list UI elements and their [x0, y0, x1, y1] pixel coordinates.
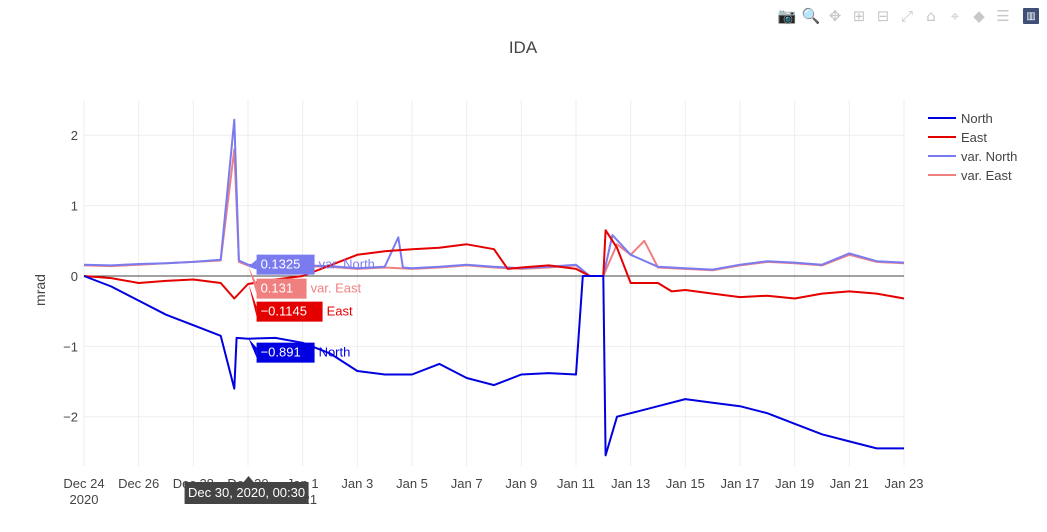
hover-value-label: 0.131 [261, 281, 294, 296]
modebar: 📷 🔍 ✥ ⊞ ⊟ ⤢ ⌂ ⌖ ◆ ☰ ▥ [777, 6, 1039, 28]
series-line-north[interactable] [83, 275, 904, 457]
legend-item-label[interactable]: East [961, 130, 987, 145]
x-tick-label: Jan 11 [557, 476, 595, 491]
reset-axes-icon[interactable]: ⌂ [926, 7, 936, 25]
spike-lines-icon[interactable]: ⌖ [950, 7, 960, 25]
x-tick-label: Jan 17 [720, 476, 759, 491]
pan-icon[interactable]: ✥ [828, 7, 842, 25]
legend-item-label[interactable]: var. North [961, 149, 1017, 164]
y-axis-title: mrad [32, 274, 48, 306]
legend[interactable]: North East var. North var. East [928, 111, 1017, 183]
y-tick-label: 2 [71, 128, 78, 143]
x-tick-label: Dec 26 [118, 476, 159, 491]
x-tick-label: Jan 9 [505, 476, 537, 491]
hover-series-name: East [327, 304, 353, 319]
hover-x-label: Dec 30, 2020, 00:30 [188, 485, 305, 500]
hover-pointer [248, 266, 257, 294]
hover-value-box [256, 278, 307, 299]
plotly-logo-icon[interactable]: ▥ [1023, 8, 1039, 24]
y-tick-label: 1 [71, 199, 78, 214]
hover-series-name: var. East [311, 281, 362, 296]
hover-pointer [248, 338, 257, 358]
y-axis: 2 1 0 −1 −2 [63, 128, 78, 425]
hover-value-box [256, 254, 315, 275]
y-tick-label: −2 [63, 410, 78, 425]
x-tick-label: Jan 7 [451, 476, 483, 491]
legend-item-label[interactable]: North [961, 111, 993, 126]
hover-compare-icon[interactable]: ☰ [996, 7, 1010, 25]
zoom-in-icon[interactable]: ⊞ [852, 7, 866, 25]
hover-x-box [184, 482, 309, 504]
hover-value-box [256, 342, 315, 363]
legend-item-label[interactable]: var. East [961, 168, 1012, 183]
x-tick-label: Jan 3 [341, 476, 373, 491]
zoom-icon[interactable]: 🔍 [801, 7, 821, 25]
series-layer [83, 118, 905, 457]
x-tick-label: Jan 23 [884, 476, 923, 491]
hover-x-pointer [243, 476, 254, 482]
series-line-var-north[interactable] [83, 118, 905, 277]
hover-value-label: −0.891 [261, 345, 301, 360]
chart-title: IDA [509, 38, 538, 57]
x-tick-label: Jan 15 [666, 476, 705, 491]
grid [83, 100, 905, 466]
zoom-out-icon[interactable]: ⊟ [876, 7, 890, 25]
x-tick-sublabel: 2020 [70, 492, 99, 507]
hover-series-name: North [319, 345, 351, 360]
hover-pointer [248, 284, 257, 317]
x-tick-label: Jan 5 [396, 476, 428, 491]
series-line-east[interactable] [83, 229, 905, 300]
hover-value-label: 0.1325 [261, 257, 301, 272]
hover-series-name: var. North [319, 257, 375, 272]
y-tick-label: −1 [63, 339, 78, 354]
hover-pointer [248, 259, 257, 270]
hover-value-box [256, 301, 323, 322]
camera-icon[interactable]: 📷 [777, 7, 797, 25]
y-tick-label: 0 [71, 269, 78, 284]
x-tick-label: Jan 21 [830, 476, 869, 491]
hover-layer: Dec 30, 2020, 00:30 0.1325 var. North 0.131… [184, 254, 375, 504]
x-tick-label: Jan 13 [611, 476, 650, 491]
x-tick-label: Dec 24 [63, 476, 104, 491]
hover-value-label: −0.1145 [261, 304, 307, 319]
x-tick-label: Jan 19 [775, 476, 814, 491]
autoscale-icon[interactable]: ⤢ [900, 7, 913, 25]
series-line-var-east[interactable] [83, 148, 905, 277]
hover-closest-icon[interactable]: ◆ [973, 7, 985, 25]
